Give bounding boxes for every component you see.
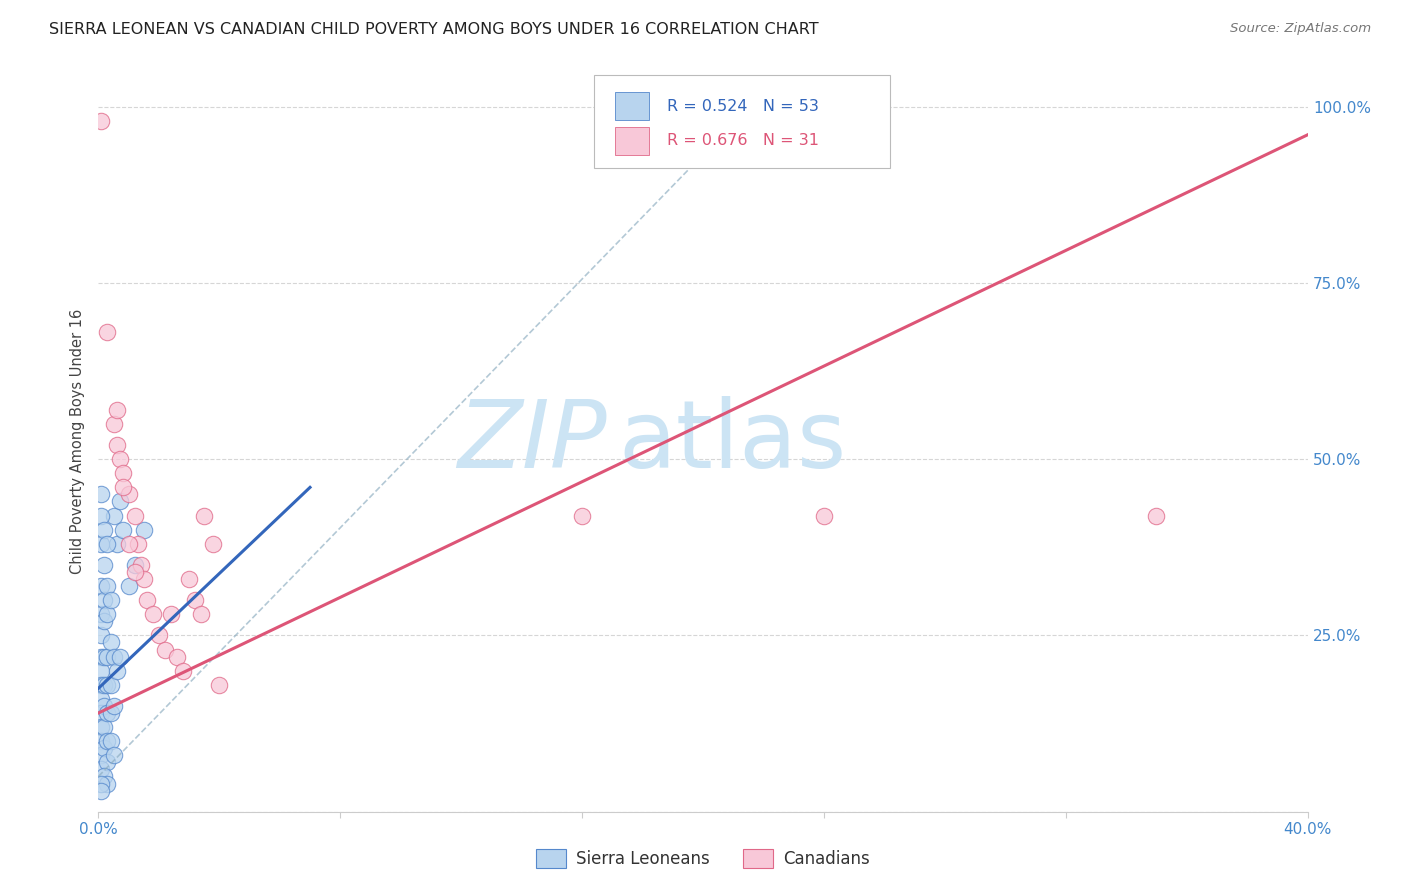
Point bbox=[93, 678, 115, 692]
Point bbox=[153, 642, 176, 657]
Point bbox=[105, 438, 128, 452]
Point bbox=[208, 678, 231, 692]
Point bbox=[129, 558, 152, 572]
Text: R = 0.524   N = 53: R = 0.524 N = 53 bbox=[666, 99, 818, 113]
Point bbox=[93, 558, 115, 572]
Point bbox=[148, 628, 170, 642]
Point bbox=[571, 508, 593, 523]
Point bbox=[160, 607, 183, 622]
Point bbox=[90, 783, 112, 797]
Point bbox=[100, 734, 122, 748]
Point bbox=[124, 508, 146, 523]
Point bbox=[96, 734, 118, 748]
Point bbox=[90, 692, 112, 706]
Point bbox=[90, 678, 112, 692]
Point bbox=[172, 664, 194, 678]
Point bbox=[103, 649, 125, 664]
Point bbox=[90, 487, 112, 501]
Point bbox=[105, 664, 128, 678]
Point bbox=[93, 593, 115, 607]
Point bbox=[132, 572, 155, 586]
Point bbox=[96, 325, 118, 339]
Point bbox=[100, 593, 122, 607]
Point bbox=[93, 615, 115, 629]
Text: Source: ZipAtlas.com: Source: ZipAtlas.com bbox=[1230, 22, 1371, 36]
Text: ZIP: ZIP bbox=[457, 396, 606, 487]
Point bbox=[90, 537, 112, 551]
Point bbox=[124, 558, 146, 572]
Point bbox=[111, 523, 134, 537]
Point bbox=[111, 467, 134, 481]
Point bbox=[96, 706, 118, 720]
Point bbox=[105, 402, 128, 417]
Point bbox=[96, 579, 118, 593]
Point bbox=[96, 607, 118, 622]
Point bbox=[90, 628, 112, 642]
Point bbox=[93, 649, 115, 664]
Point bbox=[90, 113, 112, 128]
Point bbox=[100, 706, 122, 720]
Point bbox=[90, 607, 112, 622]
Point bbox=[96, 756, 118, 770]
Point bbox=[108, 649, 131, 664]
Point bbox=[108, 452, 131, 467]
Point bbox=[190, 607, 212, 622]
Point bbox=[93, 698, 115, 713]
Point bbox=[93, 769, 115, 783]
Point bbox=[96, 678, 118, 692]
Point bbox=[118, 537, 141, 551]
Point bbox=[135, 593, 157, 607]
Point bbox=[118, 579, 141, 593]
Point bbox=[179, 572, 201, 586]
Text: R = 0.676   N = 31: R = 0.676 N = 31 bbox=[666, 134, 818, 148]
Legend: Sierra Leoneans, Canadians: Sierra Leoneans, Canadians bbox=[530, 842, 876, 875]
Point bbox=[96, 776, 118, 790]
Point bbox=[90, 748, 112, 763]
Text: SIERRA LEONEAN VS CANADIAN CHILD POVERTY AMONG BOYS UNDER 16 CORRELATION CHART: SIERRA LEONEAN VS CANADIAN CHILD POVERTY… bbox=[49, 22, 818, 37]
Point bbox=[90, 706, 112, 720]
Point bbox=[90, 579, 112, 593]
Point bbox=[90, 649, 112, 664]
Point bbox=[202, 537, 225, 551]
FancyBboxPatch shape bbox=[614, 127, 648, 155]
Point bbox=[103, 417, 125, 431]
Point bbox=[90, 720, 112, 734]
Point bbox=[103, 748, 125, 763]
Y-axis label: Child Poverty Among Boys Under 16: Child Poverty Among Boys Under 16 bbox=[70, 309, 86, 574]
Point bbox=[90, 763, 112, 777]
Point bbox=[105, 537, 128, 551]
Point bbox=[142, 607, 165, 622]
Point bbox=[118, 487, 141, 501]
Point bbox=[96, 649, 118, 664]
Point bbox=[103, 698, 125, 713]
Point bbox=[124, 565, 146, 579]
FancyBboxPatch shape bbox=[595, 75, 890, 168]
Point bbox=[813, 508, 835, 523]
Point bbox=[90, 776, 112, 790]
Point bbox=[96, 537, 118, 551]
FancyBboxPatch shape bbox=[614, 92, 648, 120]
Point bbox=[93, 741, 115, 756]
Point bbox=[108, 494, 131, 508]
Point bbox=[166, 649, 188, 664]
Point bbox=[127, 537, 149, 551]
Point bbox=[132, 523, 155, 537]
Point bbox=[1144, 508, 1167, 523]
Point bbox=[184, 593, 207, 607]
Point bbox=[93, 523, 115, 537]
Point bbox=[100, 635, 122, 649]
Point bbox=[103, 508, 125, 523]
Point bbox=[90, 734, 112, 748]
Point bbox=[93, 720, 115, 734]
Text: atlas: atlas bbox=[619, 395, 846, 488]
Point bbox=[100, 678, 122, 692]
Point bbox=[90, 508, 112, 523]
Point bbox=[193, 508, 215, 523]
Point bbox=[111, 480, 134, 494]
Point bbox=[90, 664, 112, 678]
